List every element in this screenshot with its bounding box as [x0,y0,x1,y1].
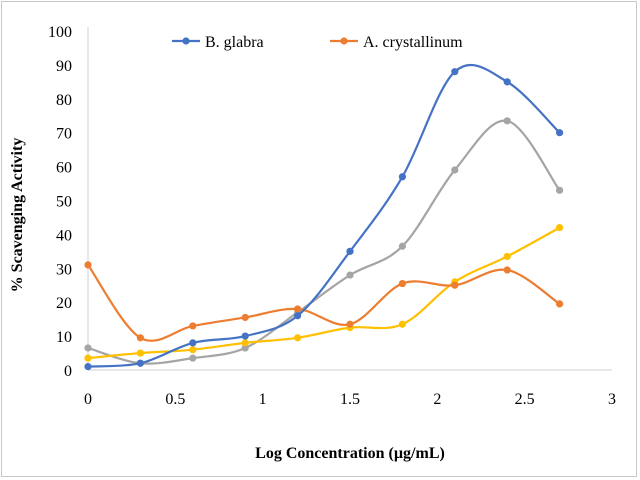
legend-item: A. crystallinum [330,34,463,51]
data-point [294,305,302,313]
data-point [241,332,249,340]
data-point [398,320,406,328]
data-point [346,271,354,279]
data-point [189,339,197,347]
data-point [189,346,197,354]
legend-marker [182,37,190,45]
data-point [241,313,249,322]
series-line [86,119,561,365]
data-point [294,334,302,342]
y-tick-label: 80 [56,92,72,109]
data-point [294,312,302,320]
data-point [398,279,406,288]
x-tick-label: 2 [433,391,441,408]
data-point [241,339,249,347]
legend-label: A. crystallinum [363,34,463,51]
data-point [136,359,144,367]
data-point [84,363,92,371]
y-tick-label: 20 [56,295,72,312]
x-tick-label: 1 [259,391,267,408]
legend-item: B. glabra [172,34,264,51]
y-axis-label: % Scavenging Activity [9,138,26,293]
x-tick-label: 0 [84,391,92,408]
data-point [503,266,511,274]
data-point [503,252,511,261]
x-tick-label: 1.5 [340,391,360,408]
data-point [136,334,144,342]
data-point [346,320,354,328]
series-2 [84,117,564,367]
legend: B. glabra A. crystallinum [172,34,463,51]
y-tick-label: 0 [64,363,72,380]
data-point [189,354,197,362]
data-point [84,261,92,269]
data-point [503,78,511,86]
axes: 0 10 20 30 40 50 60 70 80 90 100 0 0.5 1 1.5 2 2.5 3 [48,24,616,408]
legend-marker [340,37,348,45]
data-point [556,300,564,308]
data-point [451,68,459,76]
y-tick-label: 40 [56,227,72,244]
series-1 [84,261,564,342]
data-point [556,129,564,137]
x-tick-label: 3 [608,391,616,408]
series-layer [84,63,564,371]
y-tick-label: 50 [56,194,72,211]
y-tick-label: 30 [56,261,72,278]
data-point [451,281,459,289]
data-point [451,166,459,174]
y-tick-label: 100 [48,24,72,41]
y-tick-label: 70 [56,126,72,143]
series-0 [84,63,564,371]
y-tick-label: 10 [56,329,72,346]
y-tick-label: 90 [56,58,72,75]
x-tick-label: 0.5 [165,391,185,408]
series-line [86,63,561,368]
data-point [556,224,564,232]
data-point [556,186,564,194]
series-line [86,226,561,360]
legend-label: B. glabra [205,34,264,51]
data-point [398,242,406,250]
y-tick-label: 60 [56,160,72,177]
series-3 [84,224,564,362]
data-point [346,247,354,255]
x-tick-label: 2.5 [515,391,535,408]
series-line [86,263,561,342]
x-axis-label: Log Concentration (µg/mL) [255,445,445,462]
data-point [84,354,92,362]
data-point [136,349,144,357]
data-point [398,173,406,181]
data-point [189,322,197,330]
data-point [241,344,249,352]
data-point [84,344,92,352]
data-point [503,117,511,125]
